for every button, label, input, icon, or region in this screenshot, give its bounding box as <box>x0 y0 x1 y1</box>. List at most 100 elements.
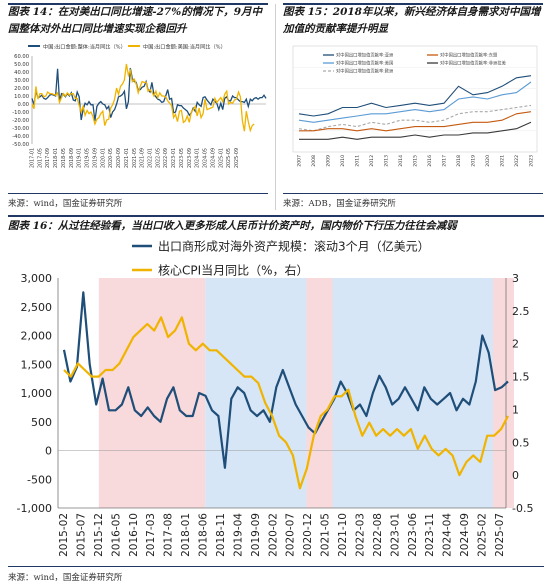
fig16-y-left-tick-8: -1,000 <box>17 502 52 515</box>
fig14-y-tick-5: 10.00 <box>14 94 29 100</box>
fig15-legend-label-0: 对中国出口增加值贡献率:亚洲 <box>336 52 393 59</box>
fig15-x-tick-3: 2010 <box>340 155 346 167</box>
fig14-y-tick-3: 30.00 <box>14 78 29 84</box>
fig14-x-tick-22: 2024-05 <box>203 148 209 168</box>
fig15-x-tick-6: 2013 <box>384 155 390 167</box>
top-divider <box>275 4 276 210</box>
fig14-y-tick-4: 20.00 <box>14 86 29 92</box>
fig15-legend-label-2: 对中国出口增加值贡献率:欧洲 <box>336 68 393 75</box>
fig16-bottom-rule <box>8 566 544 567</box>
fig14-y-tick-11: -50.00 <box>12 142 29 148</box>
fig16-x-tick-13: 2020-07 <box>285 513 297 557</box>
fig16-y-right-tick-4: 1 <box>512 403 519 416</box>
fig16-x-tick-10: 2019-04 <box>232 513 244 557</box>
fig16-x-tick-23: 2024-09 <box>459 513 471 557</box>
fig16-chart: 出口商形成对海外资产规模：滚动3个月（亿美元） 核心CPI当月同比（%，右） 3,0… <box>17 239 534 557</box>
fig16-x-tick-4: 2016-10 <box>128 513 140 557</box>
fig14-x-tick-8: 2019-09 <box>92 148 98 168</box>
fig14-x-tick-11: 2020-09 <box>116 148 122 168</box>
fig14-series-1-line <box>31 63 255 133</box>
fig16-x-tick-19: 2023-01 <box>389 513 401 557</box>
fig16-legend-label-1: 核心CPI当月同比（%，右） <box>158 263 309 278</box>
fig14-x-tick-5: 2018-09 <box>69 148 75 168</box>
fig14-y-tick-7: -10.00 <box>12 110 29 116</box>
fig16-x-tick-0: 2015-02 <box>58 513 70 557</box>
fig16-x-tick-24: 2025-02 <box>477 513 489 557</box>
fig16-shaded-period-4 <box>493 278 514 508</box>
fig15-source: 来源：ADB，国金证券研究所 <box>283 199 396 209</box>
fig14-y-tick-6: 0.00 <box>17 102 29 108</box>
fig14-x-tick-21: 2024-01 <box>195 148 201 168</box>
fig14-y-tick-10: -40.00 <box>12 134 29 140</box>
fig16-x-tick-14: 2020-12 <box>302 513 314 557</box>
fig14-x-tick-23: 2024-09 <box>210 148 216 168</box>
fig15-x-tick-2: 2009 <box>326 155 332 167</box>
fig14-x-tick-20: 2023-09 <box>187 148 193 168</box>
fig15-bottom-rule <box>283 193 543 194</box>
fig16-y-left-tick-6: 0 <box>45 445 52 458</box>
fig14-legend-label-0: 中国:出口金额:整体:当月同比（%） <box>43 43 126 51</box>
fig14-bottom-rule <box>8 193 268 194</box>
fig15-x-tick-4: 2011 <box>355 155 361 167</box>
fig14-caption: 图表 14：在对美出口同比增速-27%的情况下，9月中国整体对外出口同比增速实现… <box>8 6 263 35</box>
fig15-x-tick-9: 2016 <box>427 155 433 167</box>
fig16-series-0-line <box>62 291 509 469</box>
fig15-series-2-line <box>298 104 532 132</box>
fig16-y-left-tick-3: 1,500 <box>21 358 53 371</box>
fig15-x-tick-5: 2012 <box>369 155 375 167</box>
fig16-x-tick-8: 2018-06 <box>198 513 210 557</box>
fig15-x-tick-8: 2015 <box>413 155 419 167</box>
fig16-x-tick-11: 2019-09 <box>250 513 262 557</box>
fig16-x-tick-5: 2017-03 <box>145 513 157 557</box>
fig15-x-tick-1: 2008 <box>311 155 317 167</box>
fig16-y-right-tick-0: 3 <box>512 272 519 285</box>
fig14-y-tick-0: 60.00 <box>14 54 29 60</box>
fig14-chart: 中国:出口金额:整体:当月同比（%） 中国:出口金额:美国:当月同比（%） 60.0… <box>12 43 267 168</box>
fig16-shaded-period-2 <box>306 278 333 508</box>
fig16-source: 来源：wind，国金证券研究所 <box>8 573 123 583</box>
fig14-x-tick-9: 2020-01 <box>100 148 106 168</box>
fig16-shaded-period-3 <box>332 278 494 508</box>
fig16-y-right-tick-3: 1.5 <box>512 371 530 384</box>
fig16-shaded-period-1 <box>205 278 307 508</box>
fig16-y-right-tick-5: 0.5 <box>512 436 530 449</box>
fig16-x-tick-21: 2023-11 <box>424 513 436 557</box>
fig16-x-tick-2: 2015-12 <box>93 513 105 557</box>
fig14-x-tick-1: 2017-05 <box>37 148 43 168</box>
fig14-x-tick-10: 2020-05 <box>108 148 114 168</box>
fig16-x-tick-9: 2018-11 <box>215 513 227 557</box>
fig14-x-tick-16: 2022-05 <box>155 148 161 168</box>
fig14-x-tick-18: 2023-01 <box>171 148 177 168</box>
fig14-y-tick-1: 50.00 <box>14 62 29 68</box>
fig15-x-tick-11: 2018 <box>456 155 462 167</box>
fig16-shaded-period-0 <box>98 278 206 508</box>
fig16-x-tick-16: 2021-10 <box>337 513 349 557</box>
fig16-x-tick-6: 2017-08 <box>163 513 175 557</box>
fig15-plot-frame <box>292 45 538 153</box>
fig16-y-left-tick-0: 3,000 <box>21 272 53 285</box>
fig14-x-tick-24: 2025-01 <box>218 148 224 168</box>
fig15-x-tick-7: 2014 <box>398 155 404 167</box>
fig14-x-tick-19: 2023-05 <box>179 148 185 168</box>
fig16-x-tick-3: 2016-05 <box>110 513 122 557</box>
fig15-series-3-line <box>299 111 532 132</box>
fig15-legend-label-1: 对中国出口增加值贡献率:美国 <box>336 60 393 67</box>
fig16-y-left-tick-1: 2,500 <box>21 301 53 314</box>
fig16-x-tick-17: 2022-03 <box>354 513 366 557</box>
fig16-series-1-line <box>63 316 509 490</box>
fig14-x-tick-3: 2018-01 <box>53 148 59 168</box>
fig14-y-tick-8: -20.00 <box>12 118 29 124</box>
fig15-x-tick-13: 2020 <box>485 155 491 167</box>
fig15-chart: 对中国出口增加值贡献率:亚洲对中国出口增加值贡献率:美国对中国出口增加值贡献率:… <box>292 45 538 167</box>
fig15-x-tick-12: 2019 <box>471 155 477 167</box>
fig14-x-tick-4: 2018-05 <box>61 148 67 168</box>
fig14-x-tick-14: 2021-09 <box>140 148 146 168</box>
fig16-top-rule <box>8 215 544 217</box>
fig14-y-tick-9: -30.00 <box>12 126 29 132</box>
fig14-top-rule <box>8 3 268 5</box>
fig14-source: 来源：wind，国金证券研究所 <box>8 199 123 209</box>
fig15-series-4-line <box>299 121 532 140</box>
fig15-x-tick-10: 2017 <box>442 155 448 167</box>
fig16-caption: 图表 16：从过往经验看，当出口收入更多形成人民币计价资产时，国内物价下行压力往… <box>8 220 457 232</box>
fig16-y-right-tick-7: -0.5 <box>512 502 533 515</box>
